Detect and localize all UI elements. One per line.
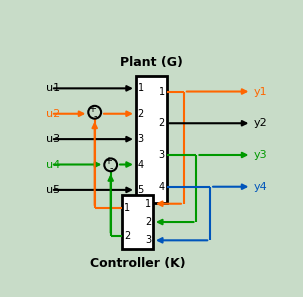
Bar	[122, 195, 153, 249]
Text: 5: 5	[138, 185, 144, 195]
Bar	[136, 76, 167, 203]
Text: -: -	[110, 164, 113, 173]
Text: +: +	[104, 156, 112, 166]
Text: 2: 2	[145, 217, 151, 227]
Text: y4: y4	[254, 182, 267, 192]
Text: 1: 1	[159, 86, 165, 97]
Text: -: -	[94, 111, 97, 121]
Text: 3: 3	[159, 150, 165, 160]
Text: 2: 2	[138, 109, 144, 119]
Text: u1: u1	[46, 83, 60, 93]
Text: +: +	[88, 104, 96, 113]
Text: u5: u5	[46, 185, 60, 195]
Text: y3: y3	[254, 150, 267, 160]
Text: Plant (G): Plant (G)	[120, 56, 183, 69]
Text: 1: 1	[138, 83, 144, 93]
Text: y1: y1	[254, 86, 267, 97]
Text: 2: 2	[124, 231, 130, 241]
Text: u2: u2	[46, 109, 60, 119]
Text: 4: 4	[159, 182, 165, 192]
Text: 1: 1	[145, 199, 151, 209]
Text: 1: 1	[124, 203, 130, 213]
Text: u4: u4	[46, 159, 60, 170]
Text: 4: 4	[138, 159, 144, 170]
Text: u3: u3	[46, 134, 60, 144]
Text: 3: 3	[145, 235, 151, 245]
Text: y2: y2	[254, 118, 267, 128]
Text: 2: 2	[159, 118, 165, 128]
Text: Controller (K): Controller (K)	[90, 257, 185, 271]
Text: 3: 3	[138, 134, 144, 144]
